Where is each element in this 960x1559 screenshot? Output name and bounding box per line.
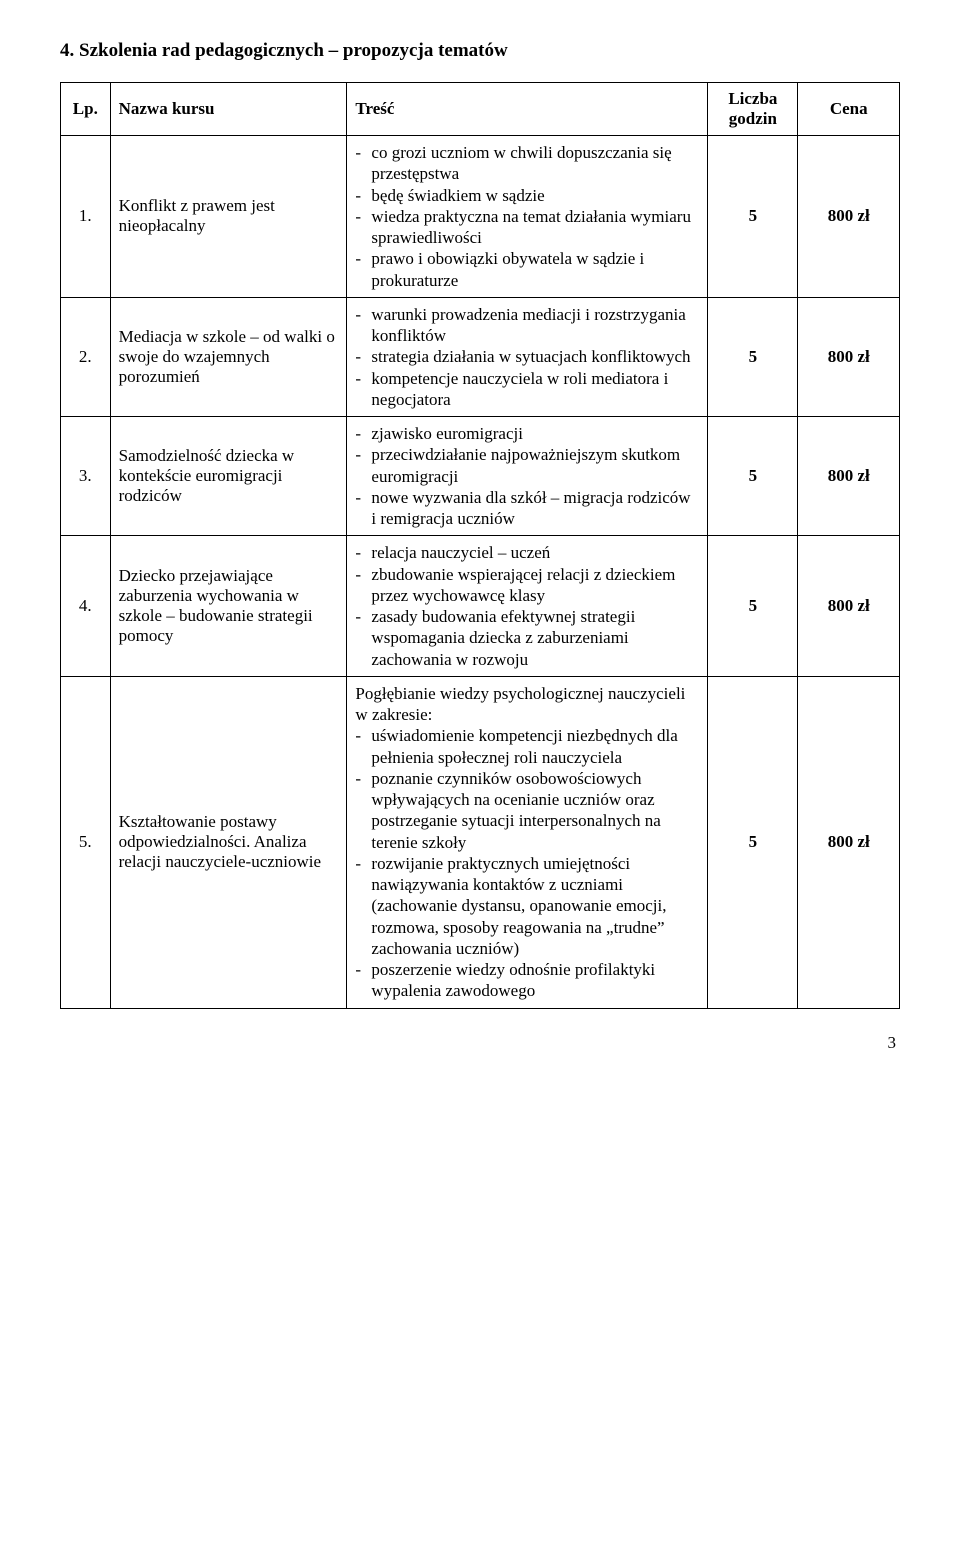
- cell-tresc: zjawisko euromigracjiprzeciwdziałanie na…: [347, 417, 708, 536]
- cell-tresc: co grozi uczniom w chwili dopuszczania s…: [347, 136, 708, 298]
- list-item: poznanie czynników osobowościowych wpływ…: [355, 768, 699, 853]
- list-item: uświadomienie kompetencji niezbędnych dl…: [355, 725, 699, 768]
- item-list: zjawisko euromigracjiprzeciwdziałanie na…: [355, 423, 699, 529]
- cell-name: Konflikt z prawem jest nieopłacalny: [110, 136, 347, 298]
- cell-godz: 5: [708, 136, 798, 298]
- cell-godz: 5: [708, 297, 798, 416]
- table-row: 5.Kształtowanie postawy odpowiedzialnośc…: [61, 676, 900, 1008]
- item-list: warunki prowadzenia mediacji i rozstrzyg…: [355, 304, 699, 410]
- cell-lp: 4.: [61, 536, 111, 677]
- cell-name: Mediacja w szkole – od walki o swoje do …: [110, 297, 347, 416]
- cell-cena: 800 zł: [798, 136, 900, 298]
- cell-lp: 2.: [61, 297, 111, 416]
- list-item: rozwijanie praktycznych umiejętności naw…: [355, 853, 699, 959]
- table-row: 1.Konflikt z prawem jest nieopłacalnyco …: [61, 136, 900, 298]
- section-heading: 4. Szkolenia rad pedagogicznych – propoz…: [60, 40, 900, 62]
- header-godz: Liczba godzin: [708, 83, 798, 136]
- cell-name: Kształtowanie postawy odpowiedzialności.…: [110, 676, 347, 1008]
- list-item: warunki prowadzenia mediacji i rozstrzyg…: [355, 304, 699, 347]
- list-item: relacja nauczyciel – uczeń: [355, 542, 699, 563]
- cell-tresc: warunki prowadzenia mediacji i rozstrzyg…: [347, 297, 708, 416]
- list-item: co grozi uczniom w chwili dopuszczania s…: [355, 142, 699, 185]
- list-item: przeciwdziałanie najpoważniejszym skutko…: [355, 444, 699, 487]
- cell-lp: 3.: [61, 417, 111, 536]
- table-row: 3.Samodzielność dziecka w kontekście eur…: [61, 417, 900, 536]
- cell-cena: 800 zł: [798, 676, 900, 1008]
- table-row: 2.Mediacja w szkole – od walki o swoje d…: [61, 297, 900, 416]
- header-lp: Lp.: [61, 83, 111, 136]
- cell-cena: 800 zł: [798, 536, 900, 677]
- table-row: 4.Dziecko przejawiające zaburzenia wycho…: [61, 536, 900, 677]
- page-number: 3: [60, 1033, 900, 1053]
- header-godz-l1: Liczba: [728, 89, 777, 108]
- cell-cena: 800 zł: [798, 297, 900, 416]
- header-row: Lp. Nazwa kursu Treść Liczba godzin Cena: [61, 83, 900, 136]
- course-table: Lp. Nazwa kursu Treść Liczba godzin Cena…: [60, 82, 900, 1009]
- cell-godz: 5: [708, 536, 798, 677]
- item-list: uświadomienie kompetencji niezbędnych dl…: [355, 725, 699, 1001]
- list-item: prawo i obowiązki obywatela w sądzie i p…: [355, 248, 699, 291]
- cell-name: Dziecko przejawiające zaburzenia wychowa…: [110, 536, 347, 677]
- item-list: relacja nauczyciel – uczeńzbudowanie wsp…: [355, 542, 699, 670]
- pretext: Pogłębianie wiedzy psychologicznej naucz…: [355, 683, 699, 726]
- item-list: co grozi uczniom w chwili dopuszczania s…: [355, 142, 699, 291]
- header-tresc: Treść: [347, 83, 708, 136]
- list-item: zjawisko euromigracji: [355, 423, 699, 444]
- cell-lp: 5.: [61, 676, 111, 1008]
- list-item: strategia działania w sytuacjach konflik…: [355, 346, 699, 367]
- list-item: zbudowanie wspierającej relacji z dzieck…: [355, 564, 699, 607]
- list-item: zasady budowania efektywnej strategii ws…: [355, 606, 699, 670]
- cell-cena: 800 zł: [798, 417, 900, 536]
- cell-name: Samodzielność dziecka w kontekście eurom…: [110, 417, 347, 536]
- header-cena: Cena: [798, 83, 900, 136]
- cell-lp: 1.: [61, 136, 111, 298]
- header-godz-l2: godzin: [729, 109, 777, 128]
- list-item: wiedza praktyczna na temat działania wym…: [355, 206, 699, 249]
- cell-tresc: relacja nauczyciel – uczeńzbudowanie wsp…: [347, 536, 708, 677]
- list-item: nowe wyzwania dla szkół – migracja rodzi…: [355, 487, 699, 530]
- cell-godz: 5: [708, 676, 798, 1008]
- header-name: Nazwa kursu: [110, 83, 347, 136]
- list-item: poszerzenie wiedzy odnośnie profilaktyki…: [355, 959, 699, 1002]
- list-item: kompetencje nauczyciela w roli mediatora…: [355, 368, 699, 411]
- cell-godz: 5: [708, 417, 798, 536]
- cell-tresc: Pogłębianie wiedzy psychologicznej naucz…: [347, 676, 708, 1008]
- list-item: będę świadkiem w sądzie: [355, 185, 699, 206]
